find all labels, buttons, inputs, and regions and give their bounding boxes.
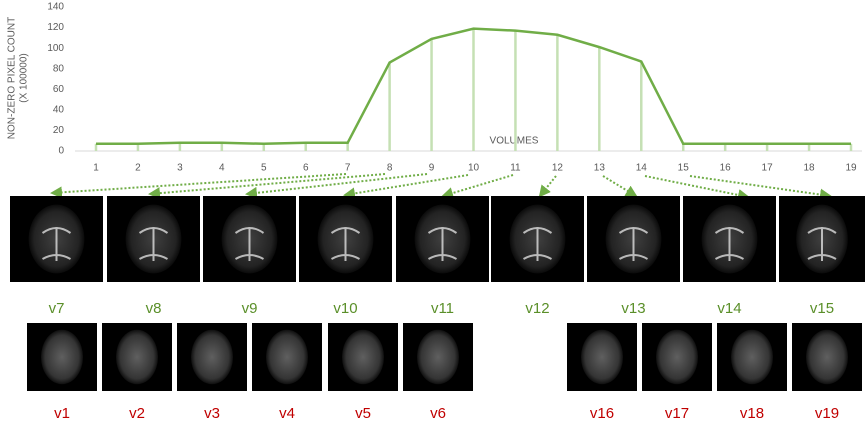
x-tick-label: 8 — [387, 163, 393, 174]
brain-image: v7 — [10, 196, 103, 317]
brain — [806, 330, 848, 384]
image-label: v2 — [129, 405, 145, 422]
x-tick-label: 19 — [845, 163, 857, 174]
y-tick-label: 60 — [53, 84, 65, 95]
brain-image: v10 — [299, 196, 392, 317]
brain-image: v18 — [717, 323, 787, 422]
x-tick-label: 11 — [510, 163, 521, 174]
x-tick-label: 18 — [803, 163, 815, 174]
image-label: v7 — [49, 300, 65, 317]
x-tick-label: 14 — [636, 163, 648, 174]
image-label: v13 — [621, 300, 645, 317]
x-tick-label: 7 — [345, 163, 351, 174]
x-tick-label: 10 — [468, 163, 480, 174]
x-tick-label: 17 — [762, 163, 774, 174]
brain-image: v13 — [587, 196, 680, 317]
brain — [342, 330, 384, 384]
x-axis-label: VOLUMES — [490, 136, 539, 147]
image-label: v15 — [810, 300, 834, 317]
brain-image: v15 — [779, 196, 865, 317]
brain-image: v9 — [203, 196, 296, 317]
brain-image: v16 — [567, 323, 637, 422]
figure: NON-ZERO PIXEL COUNT (X 100000) VOLUMES … — [0, 0, 865, 427]
brain — [266, 330, 308, 384]
brain — [656, 330, 698, 384]
image-label: v6 — [430, 405, 446, 422]
brain-image: v6 — [403, 323, 473, 422]
x-tick-label: 13 — [594, 163, 606, 174]
image-label: v17 — [665, 405, 689, 422]
brain-image: v3 — [177, 323, 247, 422]
image-label: v5 — [355, 405, 371, 422]
brain-image: v12 — [491, 196, 584, 317]
brain-image: v14 — [683, 196, 776, 317]
y-tick-label: 80 — [53, 63, 65, 74]
brain-image: v8 — [107, 196, 200, 317]
y-tick-label: 20 — [53, 125, 65, 136]
x-tick-label: 5 — [261, 163, 267, 174]
x-tick-label: 16 — [720, 163, 732, 174]
y-axis-label: (X 100000) — [19, 53, 30, 102]
image-label: v4 — [279, 405, 295, 422]
brain-image: v1 — [27, 323, 97, 422]
image-label: v16 — [590, 405, 614, 422]
x-tick-label: 9 — [429, 163, 435, 174]
brain-image: v4 — [252, 323, 322, 422]
y-tick-label: 100 — [47, 43, 64, 54]
image-label: v18 — [740, 405, 764, 422]
y-tick-label: 40 — [53, 104, 65, 115]
brain-image: v19 — [792, 323, 862, 422]
brain-image: v2 — [102, 323, 172, 422]
image-label: v1 — [54, 405, 70, 422]
x-tick-label: 2 — [135, 163, 141, 174]
y-tick-label: 140 — [47, 2, 64, 13]
y-axis-label: NON-ZERO PIXEL COUNT — [7, 17, 18, 139]
arrows — [52, 174, 830, 197]
image-label: v12 — [525, 300, 549, 317]
brain — [116, 330, 158, 384]
x-tick-label: 15 — [678, 163, 690, 174]
image-label: v14 — [717, 300, 741, 317]
x-tick-label: 1 — [93, 163, 99, 174]
brain-image: v17 — [642, 323, 712, 422]
brain — [581, 330, 623, 384]
image-label: v19 — [815, 405, 839, 422]
image-label: v9 — [242, 300, 258, 317]
brain — [191, 330, 233, 384]
x-tick-label: 4 — [219, 163, 225, 174]
x-tick-label: 3 — [177, 163, 183, 174]
brain — [41, 330, 83, 384]
brain-image: v11 — [396, 196, 489, 317]
image-label: v11 — [431, 300, 454, 317]
y-tick-label: 0 — [58, 146, 64, 157]
brain-image: v5 — [328, 323, 398, 422]
image-label: v8 — [146, 300, 162, 317]
brain — [417, 330, 459, 384]
image-label: v3 — [204, 405, 220, 422]
brain — [731, 330, 773, 384]
x-tick-label: 6 — [303, 163, 309, 174]
x-tick-label: 12 — [552, 163, 564, 174]
image-label: v10 — [333, 300, 357, 317]
y-tick-label: 120 — [47, 22, 64, 33]
